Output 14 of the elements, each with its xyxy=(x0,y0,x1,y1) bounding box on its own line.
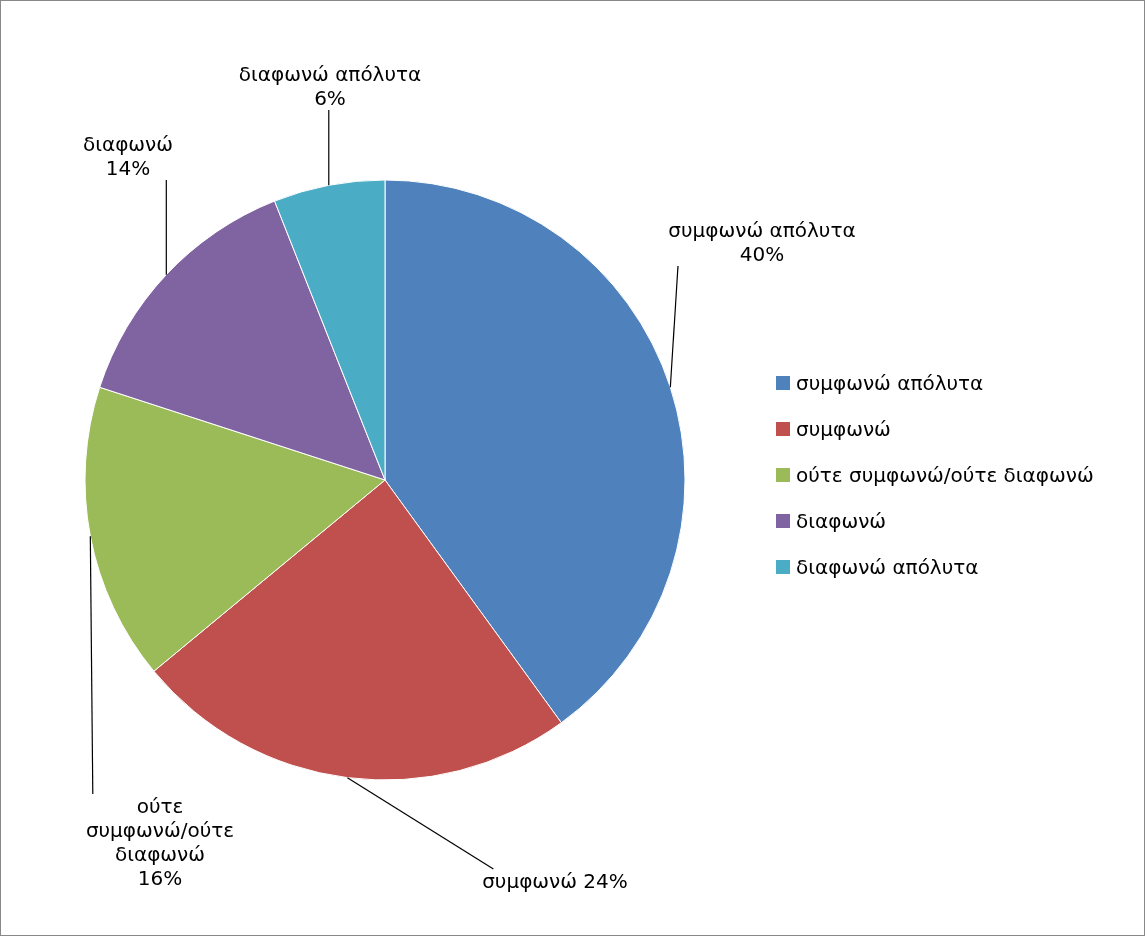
legend-label: συμφωνώ απόλυτα xyxy=(796,371,984,395)
legend-label: διαφωνώ xyxy=(796,509,887,533)
legend-label: διαφωνώ απόλυτα xyxy=(796,555,979,579)
slice-label: διαφωνώ xyxy=(82,132,174,157)
data-label: 14% xyxy=(105,156,151,181)
legend-label: ούτε συμφωνώ/ούτε διαφωνώ xyxy=(796,463,1094,487)
legend-label: συμφωνώ xyxy=(796,417,891,441)
slice-label: διαφωνώ απόλυτα xyxy=(238,62,422,87)
slice-label: ούτε συμφωνώ/ούτε διαφωνώ xyxy=(85,794,235,867)
slice-label: συμφωνώ απόλυτα xyxy=(668,218,856,243)
data-label: 40% xyxy=(739,242,785,267)
category-label: συμφωνώ 24% xyxy=(482,869,628,894)
data-label: 16% xyxy=(137,866,183,891)
data-label: 6% xyxy=(314,86,346,111)
